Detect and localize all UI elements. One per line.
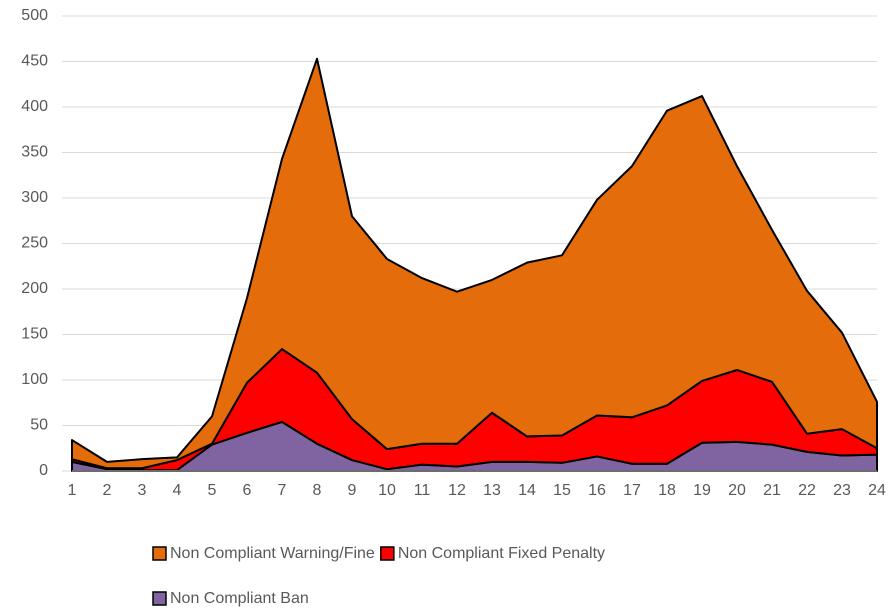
x-tick-label: 16 <box>588 482 606 499</box>
y-tick-label: 400 <box>21 98 48 115</box>
legend-label: Non Compliant Fixed Penalty <box>398 545 605 562</box>
y-tick-label: 500 <box>21 7 48 24</box>
x-tick-label: 13 <box>483 482 501 499</box>
x-tick-label: 17 <box>623 482 641 499</box>
y-tick-label: 150 <box>21 326 48 343</box>
x-tick-label: 8 <box>313 482 322 499</box>
x-tick-label: 19 <box>693 482 711 499</box>
x-tick-label: 3 <box>138 482 147 499</box>
x-tick-label: 11 <box>414 482 431 499</box>
y-tick-label: 0 <box>39 462 48 479</box>
x-tick-label: 24 <box>868 482 886 499</box>
x-tick-label: 22 <box>798 482 816 499</box>
legend-label: Non Compliant Ban <box>170 590 309 607</box>
legend-swatch <box>152 546 167 561</box>
y-tick-label: 300 <box>21 189 48 206</box>
legend-label: Non Compliant Warning/Fine <box>170 545 375 562</box>
x-tick-label: 7 <box>278 482 287 499</box>
x-tick-label: 4 <box>173 482 182 499</box>
x-tick-label: 18 <box>658 482 676 499</box>
y-tick-label: 100 <box>21 371 48 388</box>
x-tick-label: 21 <box>763 482 781 499</box>
legend-swatch <box>380 546 395 561</box>
x-tick-label: 15 <box>553 482 571 499</box>
y-tick-label: 250 <box>21 235 48 252</box>
x-tick-label: 6 <box>243 482 252 499</box>
x-tick-label: 1 <box>68 482 77 499</box>
area <box>71 57 878 470</box>
y-tick-label: 200 <box>21 280 48 297</box>
x-tick-label: 5 <box>208 482 217 499</box>
x-tick-label: 9 <box>348 482 357 499</box>
x-tick-label: 12 <box>448 482 466 499</box>
y-tick-label: 350 <box>21 144 48 161</box>
x-tick-label: 14 <box>518 482 536 499</box>
legend-swatch <box>152 591 167 606</box>
x-tick-label: 10 <box>378 482 396 499</box>
x-tick-label: 2 <box>103 482 112 499</box>
x-tick-label: 23 <box>833 482 851 499</box>
x-tick-label: 20 <box>728 482 746 499</box>
y-tick-label: 50 <box>30 417 48 434</box>
y-tick-label: 450 <box>21 53 48 70</box>
